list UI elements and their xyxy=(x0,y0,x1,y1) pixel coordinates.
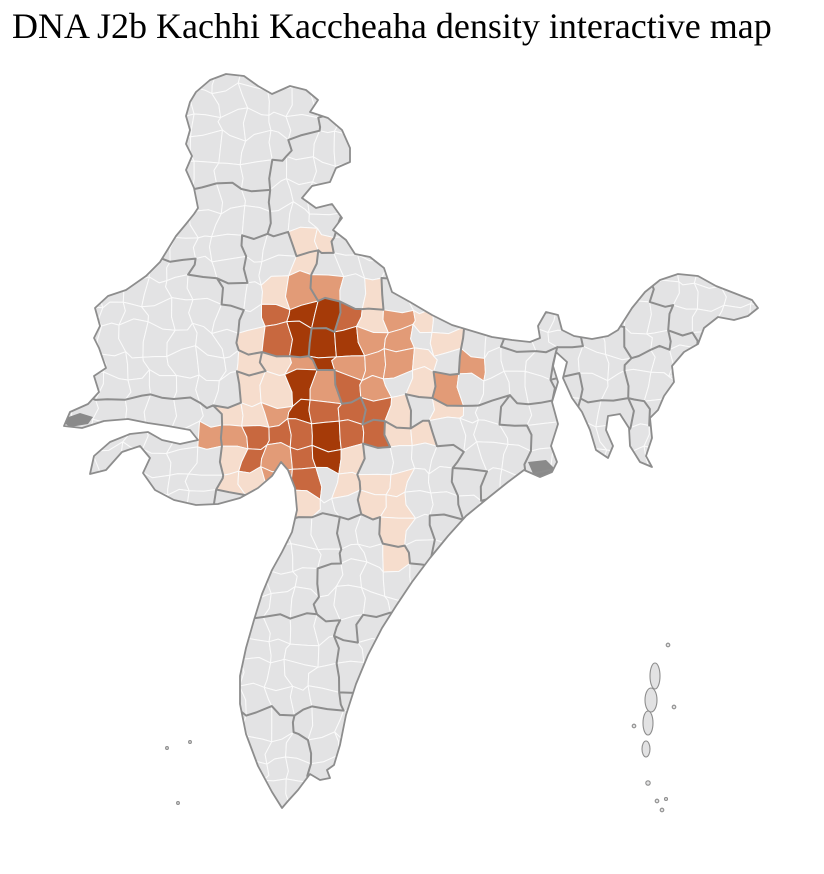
district-cell[interactable] xyxy=(213,735,249,765)
district-cell[interactable] xyxy=(357,230,389,262)
districts-layer xyxy=(64,61,774,812)
india-coastline xyxy=(63,73,759,809)
district-cell[interactable] xyxy=(595,397,635,429)
district-cell[interactable] xyxy=(265,543,294,575)
lakshadweep-islands xyxy=(165,740,192,805)
district-cell[interactable] xyxy=(361,277,384,311)
district-cell[interactable] xyxy=(239,159,273,192)
district-cell[interactable] xyxy=(547,329,584,348)
district-cell[interactable] xyxy=(603,449,633,479)
island[interactable] xyxy=(649,662,661,690)
island[interactable] xyxy=(642,710,654,736)
district-cell[interactable] xyxy=(643,445,680,473)
andaman-nicobar-islands xyxy=(631,642,677,813)
district-cell[interactable] xyxy=(261,321,293,357)
district-cell[interactable] xyxy=(186,489,217,527)
district-cell[interactable] xyxy=(287,418,313,451)
district-cell[interactable] xyxy=(142,202,176,240)
island[interactable] xyxy=(165,746,169,750)
district-cell[interactable] xyxy=(186,182,224,215)
island[interactable] xyxy=(644,687,658,713)
district-cell[interactable] xyxy=(308,327,337,359)
island[interactable] xyxy=(671,704,677,710)
district-cell[interactable] xyxy=(283,61,315,88)
island[interactable] xyxy=(665,642,671,648)
island[interactable] xyxy=(631,723,637,729)
island[interactable] xyxy=(663,796,669,802)
district-cell[interactable] xyxy=(69,280,104,309)
district-cell[interactable] xyxy=(334,108,368,135)
island[interactable] xyxy=(641,740,651,758)
island[interactable] xyxy=(654,798,660,804)
district-cell[interactable] xyxy=(308,399,343,425)
island[interactable] xyxy=(176,801,180,805)
island[interactable] xyxy=(659,807,665,813)
district-cell[interactable] xyxy=(363,658,382,691)
district-cell[interactable] xyxy=(163,159,195,190)
page-title: DNA J2b Kachhi Kaccheaha density interac… xyxy=(12,6,772,46)
district-cell[interactable] xyxy=(285,778,309,812)
island[interactable] xyxy=(645,780,651,786)
kutch-creek xyxy=(64,413,93,427)
district-cell[interactable] xyxy=(548,469,579,496)
island[interactable] xyxy=(188,740,192,744)
district-cell[interactable] xyxy=(406,273,439,315)
district-cell[interactable] xyxy=(749,303,774,331)
district-cell[interactable] xyxy=(117,249,150,281)
